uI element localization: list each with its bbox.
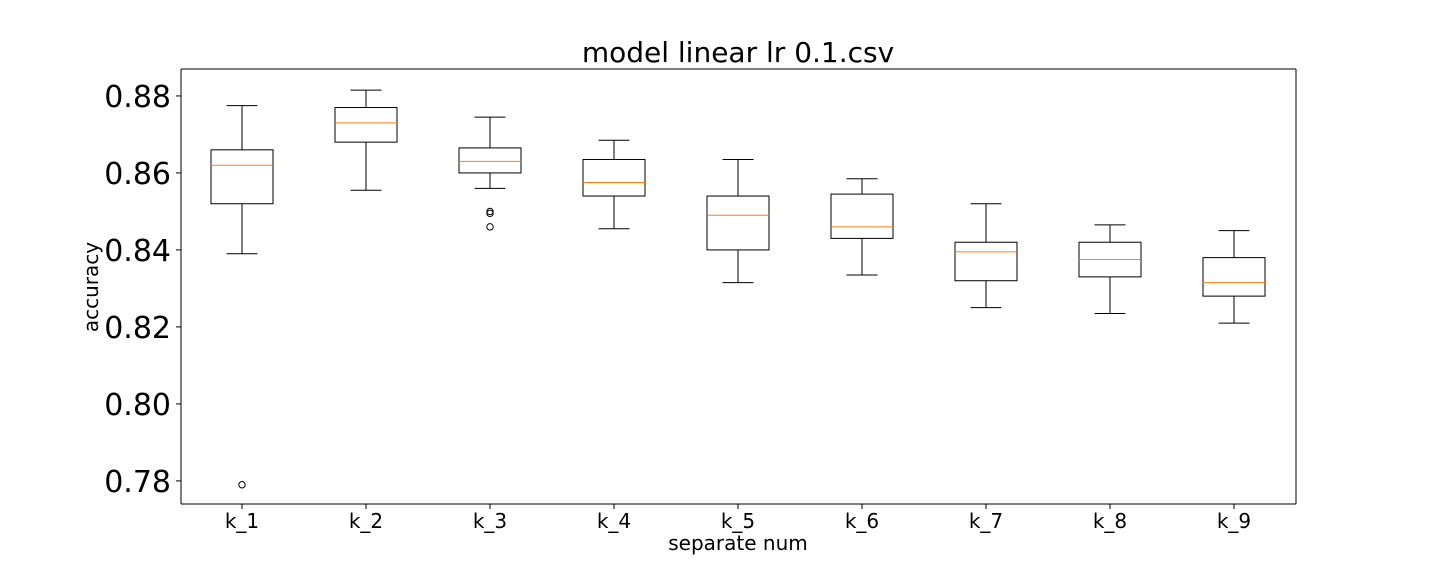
box-iqr	[210, 149, 274, 205]
box-iqr	[458, 147, 522, 174]
x-tick-label: k_5	[721, 509, 755, 533]
y-axis-label: accuracy	[79, 242, 103, 332]
x-tick-label: k_4	[597, 509, 631, 533]
x-tick-label: k_3	[473, 509, 507, 533]
box-iqr	[954, 241, 1018, 282]
chart-title: model linear lr 0.1.csv	[582, 36, 894, 69]
outlier-point	[486, 223, 494, 231]
y-tick-label: 0.78	[104, 465, 171, 500]
box-iqr	[1202, 257, 1266, 297]
x-tick-label: k_2	[349, 509, 383, 533]
x-tick-label: k_8	[1093, 509, 1127, 533]
x-tick-label: k_9	[1217, 509, 1251, 533]
x-tick-label: k_6	[845, 509, 879, 533]
y-tick-label: 0.88	[104, 80, 171, 115]
box-iqr	[706, 195, 770, 251]
outlier-point	[238, 481, 246, 489]
outlier-point	[486, 207, 494, 216]
plot-area: 0.78 0.80 0.82 0.84 0.86 0.88 k_1 k_2 k_3 k_4 k_5 k…	[104, 68, 1297, 533]
box-iqr	[334, 106, 398, 143]
y-tick-label: 0.84	[104, 234, 171, 269]
box-iqr	[830, 193, 894, 239]
box-iqr	[582, 158, 646, 197]
y-tick-label: 0.82	[104, 311, 171, 346]
x-tick-label: k_7	[969, 509, 1003, 533]
y-tick-label: 0.86	[104, 157, 171, 192]
y-tick-label: 0.80	[104, 388, 171, 423]
x-axis-label: separate num	[668, 531, 808, 555]
x-tick-label: k_1	[225, 509, 259, 533]
outlier-point	[486, 209, 494, 218]
